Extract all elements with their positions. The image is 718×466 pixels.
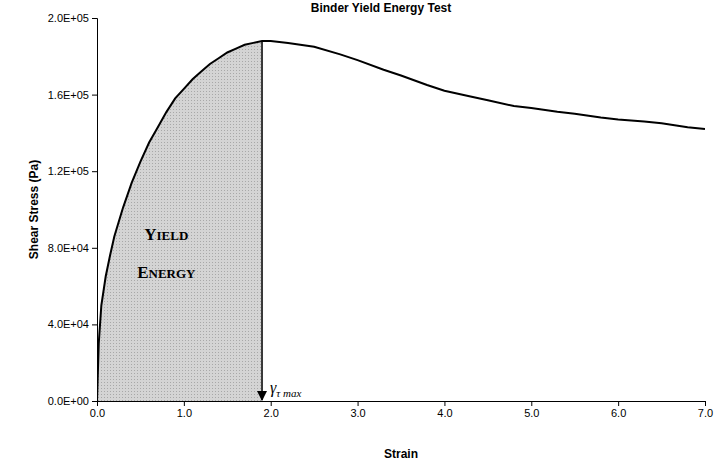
x-tick-mark: [184, 401, 185, 406]
y-tick: 0.0E+00: [48, 395, 97, 407]
x-tick: 7.0: [698, 401, 713, 419]
y-tick-mark: [92, 18, 97, 19]
stress-curve: [97, 41, 705, 401]
x-tick: 6.0: [611, 401, 626, 419]
y-tick-mark: [92, 95, 97, 96]
x-tick-mark: [705, 401, 706, 406]
x-tick-label: 4.0: [437, 407, 452, 419]
y-tick: 1.6E+05: [48, 89, 97, 101]
x-tick: 2.0: [264, 401, 279, 419]
y-tick: 8.0E+04: [48, 242, 97, 254]
x-tick-mark: [358, 401, 359, 406]
x-tick-mark: [444, 401, 445, 406]
y-tick-mark: [92, 171, 97, 172]
chart: 0.0 1.0 2.0 3.0 4.0 5.0 6.0 7.0 0.0E+00 4.0E+04 8.…: [0, 0, 718, 466]
y-tick-label: 1.6E+05: [48, 89, 89, 101]
x-tick-label: 1.0: [177, 407, 192, 419]
x-axis-line: [98, 402, 706, 407]
x-axis-title: Strain: [384, 447, 418, 461]
x-tick: 0.0: [90, 401, 105, 419]
title: Binder Yield Energy Test: [311, 1, 451, 15]
y-tick: 2.0E+05: [48, 12, 97, 24]
yield-strain-arrow: [261, 41, 263, 400]
x-tick-label: 2.0: [264, 407, 279, 419]
x-tick: 1.0: [177, 401, 192, 419]
x-axis: 0.0 1.0 2.0 3.0 4.0 5.0 6.0 7.0: [90, 401, 713, 419]
x-tick-mark: [618, 401, 619, 406]
plot-area: 0.0 1.0 2.0 3.0 4.0 5.0 6.0 7.0 0.0E+00 4.0E+04 8.…: [48, 12, 713, 419]
x-tick: 5.0: [524, 401, 539, 419]
x-tick-mark: [531, 401, 532, 406]
y-tick-mark: [92, 324, 97, 325]
x-tick-label: 3.0: [350, 407, 365, 419]
area-label: YIELD: [144, 225, 188, 244]
y-tick-label: 0.0E+00: [48, 395, 89, 407]
y-axis: 0.0E+00 4.0E+04 8.0E+04 1.2E+05 1.6E+05 2.0E+…: [48, 12, 98, 407]
x-tick-label: 6.0: [611, 407, 626, 419]
area-label: ENERGY: [137, 263, 196, 282]
y-tick: 1.2E+05: [48, 165, 97, 177]
x-tick-label: 0.0: [90, 407, 105, 419]
y-tick-mark: [92, 401, 97, 402]
y-tick: 4.0E+04: [48, 318, 97, 330]
y-axis-title: Shear Stress (Pa): [27, 160, 41, 259]
x-tick: 3.0: [350, 401, 365, 419]
peak-strain-label: γτ max: [270, 379, 301, 399]
x-tick-mark: [271, 401, 272, 406]
x-tick-label: 5.0: [524, 407, 539, 419]
y-tick-label: 1.2E+05: [48, 165, 89, 177]
x-tick: 4.0: [437, 401, 452, 419]
y-axis-line: [92, 19, 98, 402]
y-tick-label: 4.0E+04: [48, 318, 89, 330]
y-tick-label: 8.0E+04: [48, 242, 89, 254]
y-tick-mark: [92, 248, 97, 249]
y-tick-label: 2.0E+05: [48, 12, 89, 24]
x-tick-label: 7.0: [698, 407, 713, 419]
marks: [97, 41, 705, 401]
